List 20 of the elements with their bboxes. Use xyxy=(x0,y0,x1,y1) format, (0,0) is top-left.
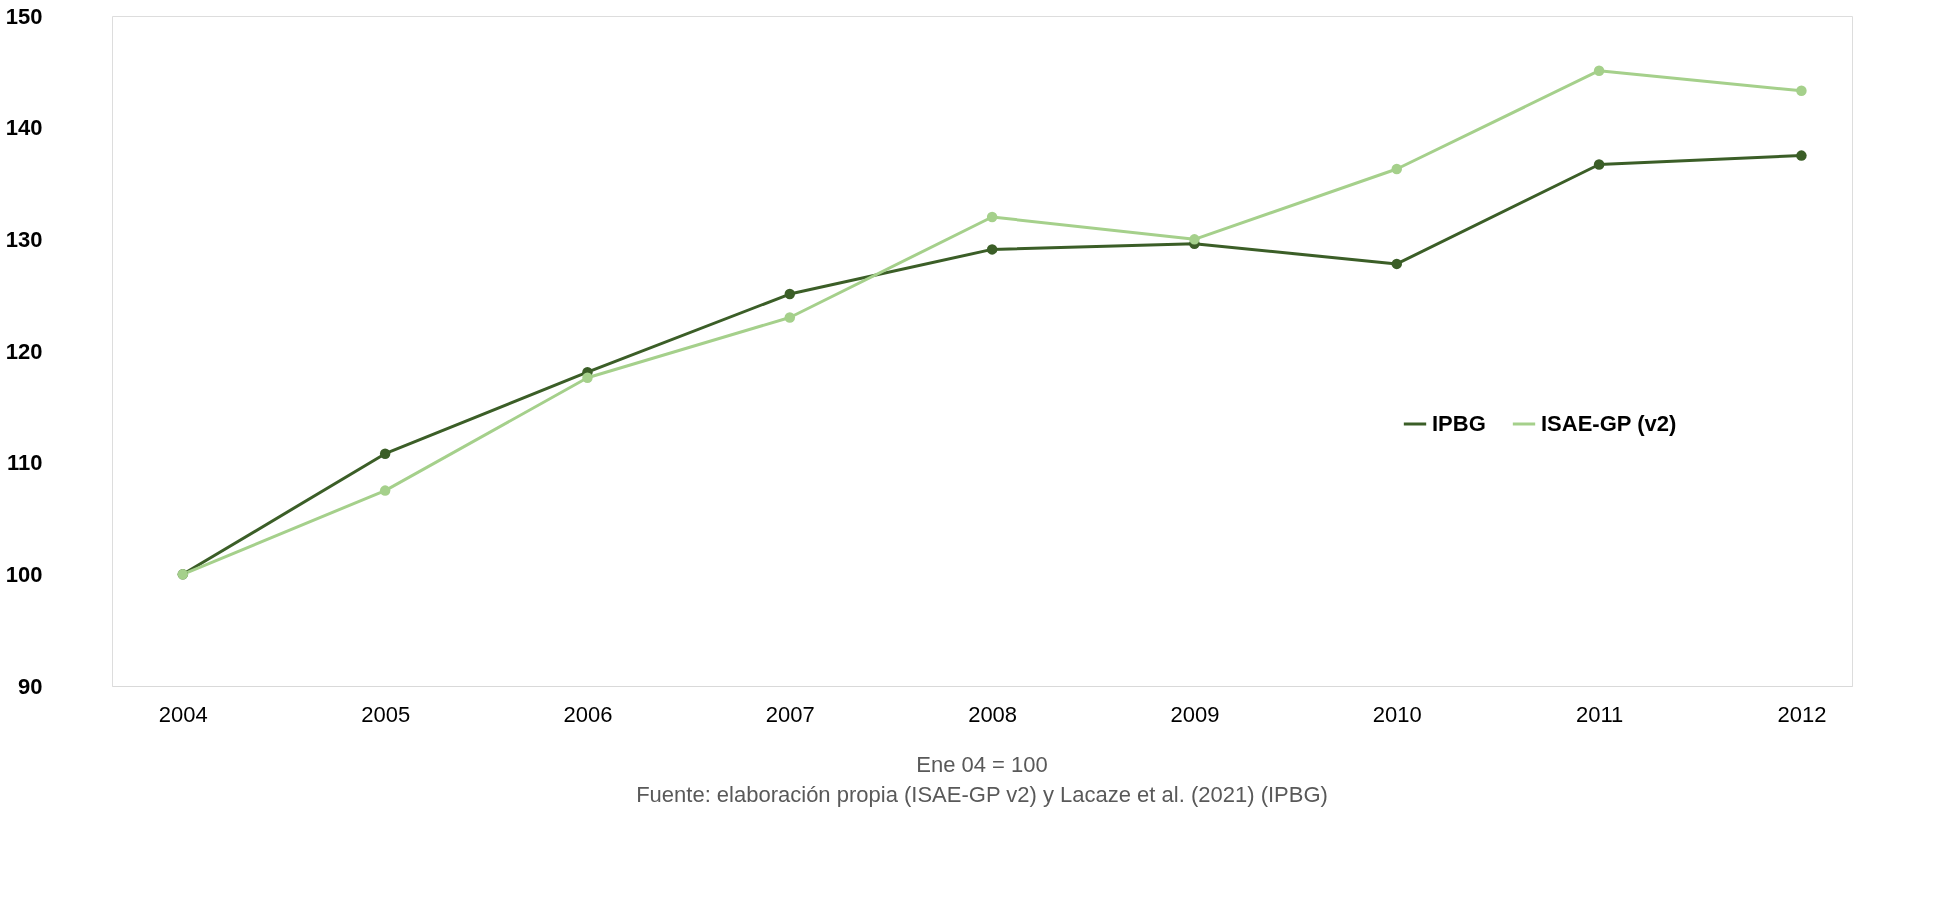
legend-label: IPBG xyxy=(1432,411,1486,436)
x-tick-label: 2007 xyxy=(765,701,815,727)
x-tick-label: 2012 xyxy=(1777,701,1827,727)
y-tick-label: 140 xyxy=(5,115,43,141)
x-tick-label: 2011 xyxy=(1575,701,1624,727)
y-tick-label: 90 xyxy=(18,673,43,699)
x-tick-label: 2004 xyxy=(158,701,208,727)
source-note: Fuente: elaboración propia (ISAE-GP v2) y Lacaze et al. (2021) (IPBG) xyxy=(636,782,1328,807)
x-tick-label: 2010 xyxy=(1372,701,1422,727)
x-tick-label: 2009 xyxy=(1170,701,1220,727)
y-tick-label: 100 xyxy=(5,561,43,587)
legend-label: ISAE-GP (v2) xyxy=(1541,411,1677,436)
y-tick-label: 130 xyxy=(5,226,43,252)
x-tick-label: 2008 xyxy=(968,701,1018,727)
x-tick-label: 2006 xyxy=(563,701,613,727)
y-tick-label: 150 xyxy=(5,3,43,29)
y-tick-label: 120 xyxy=(5,338,43,364)
x-tick-label: 2005 xyxy=(361,701,411,727)
y-tick-label: 110 xyxy=(7,450,43,476)
text: Ene 04 = 100 xyxy=(916,752,1048,777)
